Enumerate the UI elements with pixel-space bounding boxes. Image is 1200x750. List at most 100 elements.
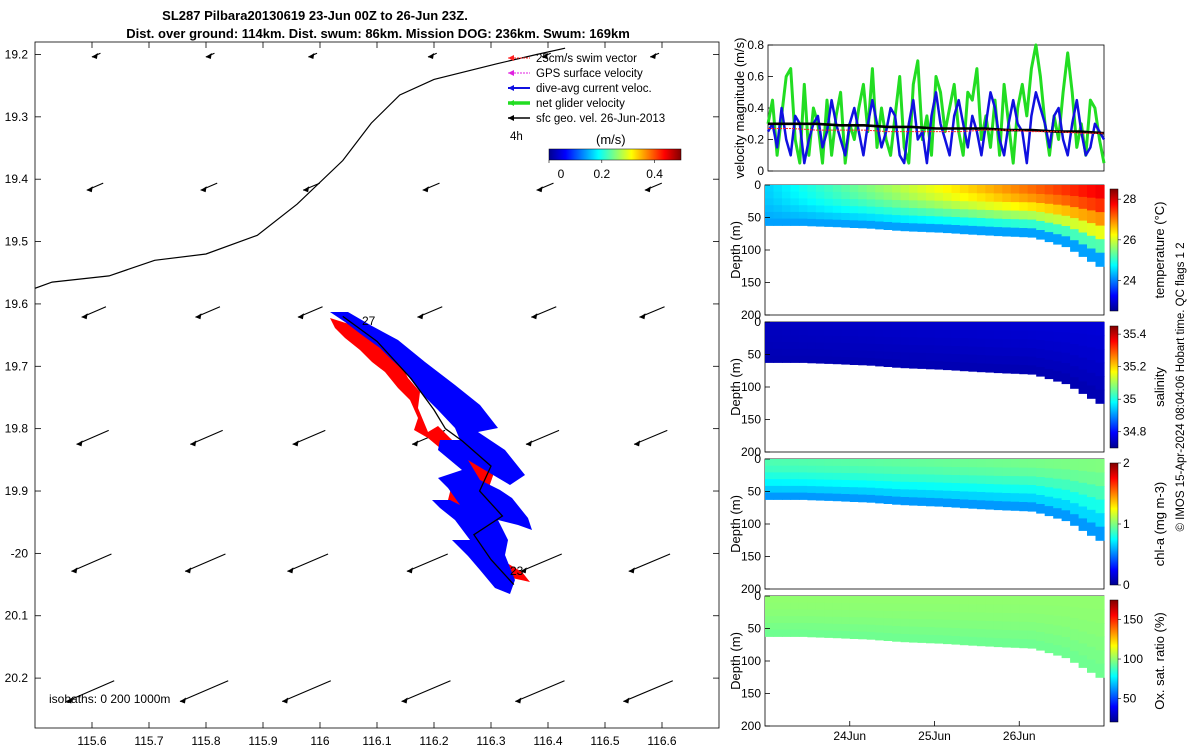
geo-arrow-shaft	[520, 553, 562, 572]
section-cell	[798, 622, 808, 631]
section-cell	[1044, 605, 1054, 616]
section-cell	[926, 627, 936, 636]
section-cell	[909, 329, 919, 338]
section-cell	[883, 359, 893, 367]
section-cell	[832, 602, 842, 611]
section-cell	[790, 629, 800, 637]
section-cell	[1061, 236, 1071, 248]
section-cell	[1095, 362, 1105, 377]
section-cell	[765, 218, 775, 226]
section-cell	[1027, 322, 1037, 332]
section-cell	[1078, 232, 1088, 245]
section-cell	[1087, 471, 1097, 485]
section-cell	[790, 472, 800, 480]
section-cell	[790, 355, 800, 363]
section-cell	[909, 223, 919, 232]
section-cell	[993, 459, 1003, 468]
section-cell	[1002, 339, 1012, 349]
section-cell	[968, 483, 978, 493]
section-cell	[1019, 484, 1029, 494]
section-cell	[926, 459, 936, 468]
geo-arrow-shaft	[406, 553, 448, 572]
section-cell	[1095, 596, 1105, 611]
geo-arrow-head	[200, 186, 207, 193]
section-cell	[798, 465, 808, 473]
colorbar-ticks: 0 0.2 0.4	[548, 160, 663, 181]
map-x-tick-label: 115.8	[191, 734, 220, 748]
geo-arrow-head	[536, 186, 543, 193]
section-cell	[858, 631, 868, 640]
section-cell	[875, 466, 885, 475]
section-cell	[1019, 202, 1029, 212]
section-cell	[1002, 596, 1012, 606]
section-cell	[1010, 493, 1020, 503]
geo-arrow-head	[86, 186, 93, 193]
section-cell	[909, 497, 919, 506]
section-cell	[917, 603, 927, 612]
section-cell	[765, 348, 775, 357]
section-cell	[1078, 208, 1088, 222]
section-y-tick-label: 150	[741, 550, 761, 564]
geo-arrow-shaft	[281, 680, 332, 703]
section-cell	[909, 208, 919, 217]
section-ylabel: Depth (m)	[728, 495, 743, 553]
section-cell	[1027, 630, 1037, 640]
section-cell	[1002, 330, 1012, 340]
section-cell	[782, 198, 792, 206]
section-cell	[1002, 202, 1012, 212]
section-cell	[773, 616, 783, 624]
section-cell	[832, 472, 842, 481]
section-cell	[832, 616, 842, 625]
section-cell	[765, 479, 775, 487]
section-cell	[858, 192, 868, 200]
section-cell	[807, 349, 817, 357]
geo-arrow-head	[195, 313, 202, 320]
section-cb-tick-label: 26	[1123, 233, 1137, 247]
section-cell	[1002, 484, 1012, 494]
section-cell	[1044, 487, 1054, 498]
section-cell	[858, 617, 868, 625]
section-cell	[968, 475, 978, 485]
section-cell	[1087, 334, 1097, 348]
section-cell	[790, 205, 800, 213]
section-cell	[1027, 459, 1037, 469]
section-cell	[985, 637, 995, 647]
section-cell	[798, 205, 808, 213]
section-cell	[917, 626, 927, 636]
section-cell	[976, 637, 986, 647]
section-cell	[883, 496, 893, 504]
section-cell	[1019, 322, 1029, 332]
section-cell	[875, 214, 885, 223]
section-cell	[866, 596, 876, 604]
section-cell	[1010, 621, 1020, 631]
section-cell	[892, 496, 902, 505]
section-cell	[892, 322, 902, 331]
section-cell	[917, 596, 927, 605]
section-cell	[943, 345, 953, 355]
section-cell	[1061, 195, 1071, 207]
map-y-tick-label: 19.2	[5, 47, 29, 61]
section-cell	[773, 191, 783, 199]
geo-arrow-shaft	[184, 553, 226, 572]
legend-arrowhead	[508, 85, 514, 91]
section-cb-tick-label: 35.2	[1123, 360, 1147, 374]
title-line2: Dist. over ground: 114km. Dist. swum: 86…	[126, 26, 630, 41]
map-y-tick-label: 19.5	[5, 235, 29, 249]
section-cell	[1002, 322, 1012, 332]
section-cell	[951, 628, 961, 637]
section-cell	[1019, 493, 1029, 503]
section-cell	[1061, 489, 1071, 501]
section-cell	[892, 192, 902, 201]
section-cell	[849, 487, 859, 495]
section-cell	[900, 185, 910, 194]
section-cell	[875, 343, 885, 352]
section-cell	[917, 482, 927, 491]
map-y-tick-label: -20	[11, 546, 29, 560]
section-cell	[985, 218, 995, 228]
section-cell	[934, 353, 944, 362]
section-cell	[849, 329, 859, 337]
section-cell	[807, 328, 817, 337]
section-cell	[959, 636, 969, 646]
section-cell	[976, 330, 986, 340]
section-cell	[849, 610, 859, 618]
